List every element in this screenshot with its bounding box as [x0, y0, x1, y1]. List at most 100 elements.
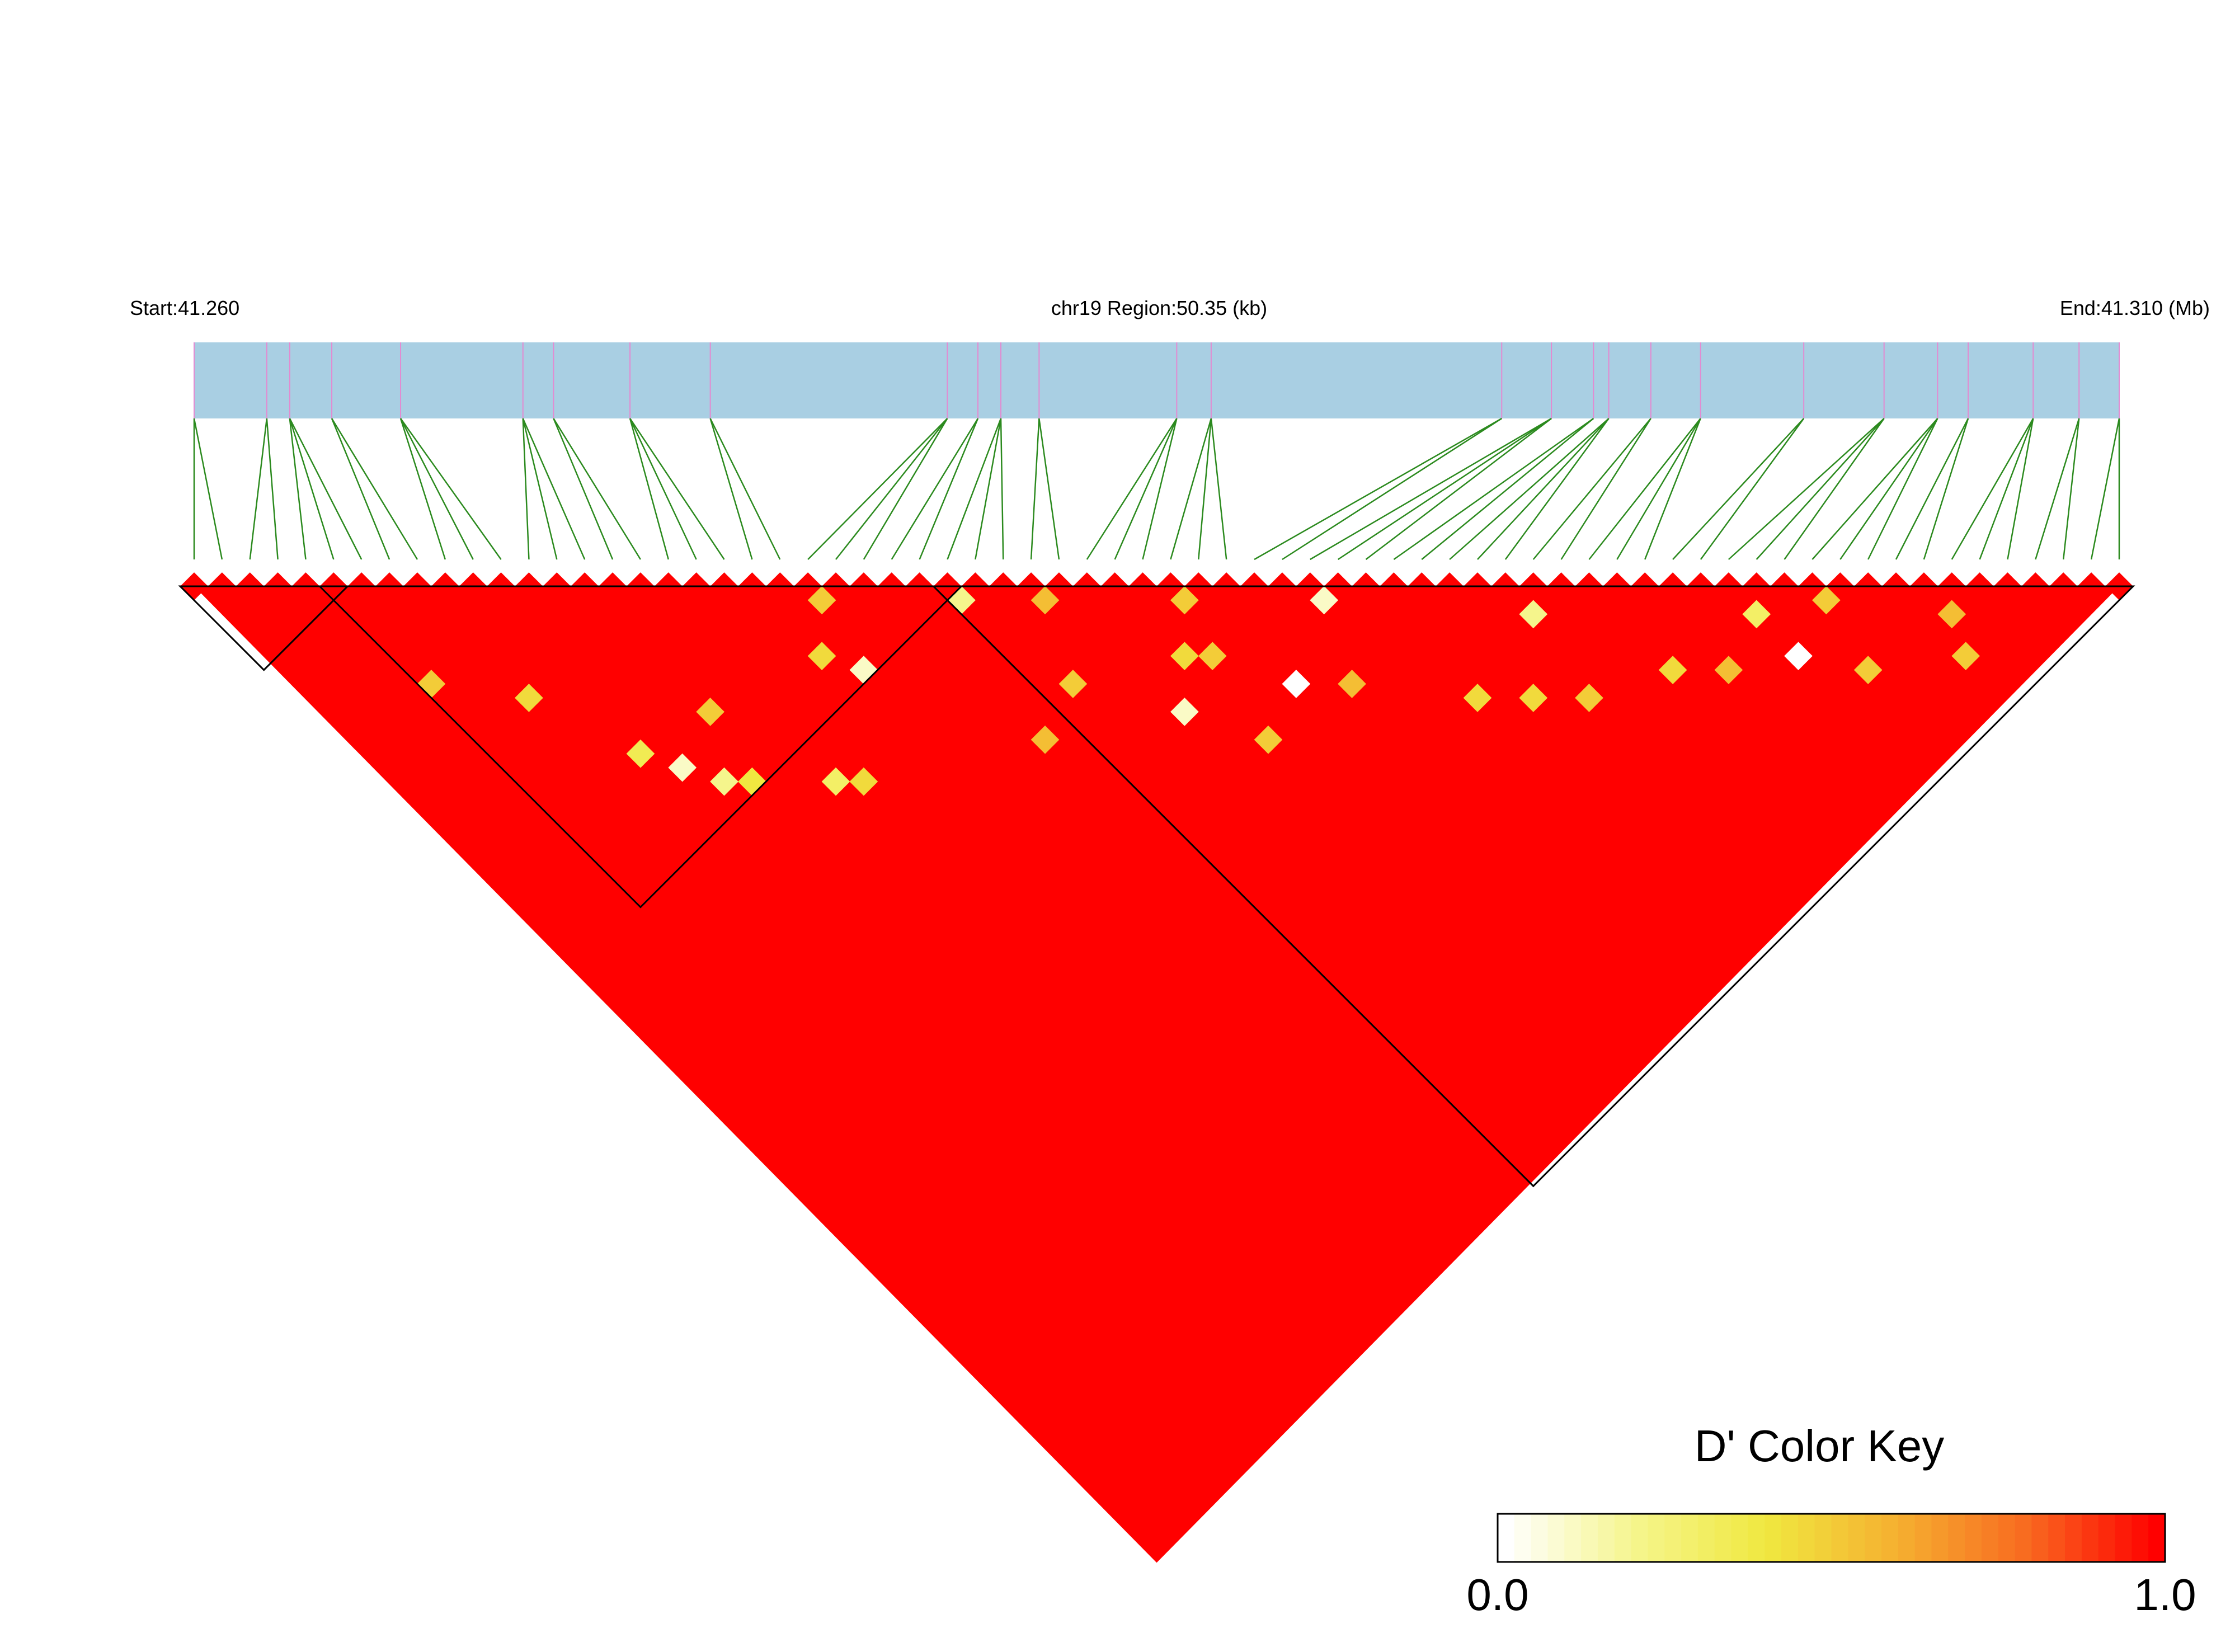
ld-cell — [1853, 656, 1883, 684]
marker-connector — [1038, 418, 1060, 560]
marker-connector — [1421, 418, 1594, 560]
ld-cell — [668, 753, 697, 782]
marker-connector — [1700, 418, 1805, 560]
marker-connector — [1000, 418, 1004, 560]
ld-block-outline — [178, 585, 350, 671]
color-key-step — [1965, 1514, 1982, 1562]
color-key-step — [1765, 1514, 1782, 1562]
marker-connector — [1616, 418, 1701, 560]
marker-connector — [289, 418, 307, 560]
color-key-step — [1865, 1514, 1882, 1562]
marker-connector — [1282, 417, 1502, 561]
color-key-step — [1547, 1514, 1565, 1562]
marker-connector — [709, 418, 781, 560]
color-key-max-label: 1.0 — [2134, 1570, 2196, 1620]
marker-connector — [629, 418, 725, 560]
color-key-step — [2098, 1514, 2116, 1562]
color-key-step — [1564, 1514, 1582, 1562]
marker-connector — [1170, 418, 1212, 560]
color-key-step — [1581, 1514, 1598, 1562]
marker-connector — [1756, 418, 1885, 560]
marker-connector — [522, 418, 530, 560]
marker-connector — [975, 418, 1002, 560]
ld-cell — [1742, 600, 1771, 629]
color-key-step — [1931, 1514, 1949, 1562]
color-key-step — [2048, 1514, 2066, 1562]
marker-connector — [331, 418, 418, 560]
marker-connector — [1142, 418, 1178, 560]
color-key-step — [1798, 1514, 1815, 1562]
region-label: chr19 Region:50.35 (kb) — [1051, 296, 1267, 319]
marker-connector — [1728, 418, 1885, 560]
marker-connector — [1588, 418, 1701, 560]
marker-connector — [266, 418, 279, 560]
ld-block-outlines — [178, 585, 2135, 1188]
color-key-step — [1898, 1514, 1916, 1562]
marker-connector — [1504, 418, 1610, 560]
ld-cell — [515, 684, 543, 712]
marker-connector — [863, 418, 948, 560]
marker-connector — [1337, 417, 1552, 561]
marker-connector — [1895, 418, 1969, 560]
ld-block-outline — [317, 585, 964, 909]
marker-connector — [399, 418, 446, 560]
marker-connector — [1030, 418, 1040, 560]
marker-connector — [1254, 417, 1502, 561]
marker-connector — [522, 418, 586, 560]
color-key-step — [1748, 1514, 1766, 1562]
color-key-step — [2115, 1514, 2133, 1562]
ld-cell — [1198, 642, 1227, 671]
ld-background — [194, 586, 2119, 1563]
ld-cell — [1170, 698, 1199, 726]
end-label: End:41.310 (Mb) — [2060, 296, 2210, 319]
color-key-step — [1648, 1514, 1665, 1562]
marker-connector — [400, 418, 502, 560]
marker-connectors — [193, 417, 2120, 561]
marker-connector — [193, 418, 223, 560]
color-key-frame — [1497, 1513, 2166, 1563]
marker-connector — [709, 418, 753, 560]
marker-connector — [1532, 418, 1651, 560]
ld-cell — [849, 767, 878, 796]
marker-connector — [553, 418, 614, 560]
ld-cell — [821, 767, 850, 796]
ld-cell — [1282, 670, 1311, 698]
ld-cell — [1519, 684, 1548, 712]
marker-connector — [1867, 418, 1938, 560]
ld-cell — [1937, 600, 1966, 629]
marker-connector — [2007, 418, 2034, 560]
marker-connector — [1979, 418, 2034, 560]
color-key-step — [1731, 1514, 1749, 1562]
color-key-step — [1498, 1514, 1515, 1562]
marker-connector — [2035, 418, 2080, 560]
marker-connector — [1310, 417, 1552, 561]
ld-cell — [626, 739, 655, 768]
color-key-step — [1631, 1514, 1649, 1562]
ld-cell — [1519, 600, 1548, 629]
color-key-step — [1831, 1514, 1849, 1562]
marker-connector — [1210, 418, 1227, 560]
ld-cell — [1031, 725, 1060, 754]
marker-connector — [1393, 417, 1594, 561]
snp-ticks — [194, 342, 2120, 418]
color-key-step — [1697, 1514, 1715, 1562]
marker-connector — [1086, 418, 1178, 560]
color-key-step — [2132, 1514, 2149, 1562]
ld-cell — [1058, 670, 1088, 698]
ld-cell — [710, 767, 738, 796]
color-key-step — [2081, 1514, 2099, 1562]
color-key-step — [2015, 1514, 2032, 1562]
color-key-step — [2065, 1514, 2082, 1562]
ld-cell — [696, 698, 724, 726]
color-key-step — [1614, 1514, 1632, 1562]
color-key-step — [2031, 1514, 2049, 1562]
marker-connector — [891, 418, 979, 560]
ld-cells — [180, 572, 2133, 1563]
color-key-step — [1714, 1514, 1732, 1562]
color-key-min-label: 0.0 — [1466, 1570, 1528, 1620]
marker-connector — [1560, 418, 1651, 560]
marker-connector — [1784, 418, 1885, 560]
ld-cell — [1254, 725, 1283, 754]
color-key-step — [1848, 1514, 1866, 1562]
